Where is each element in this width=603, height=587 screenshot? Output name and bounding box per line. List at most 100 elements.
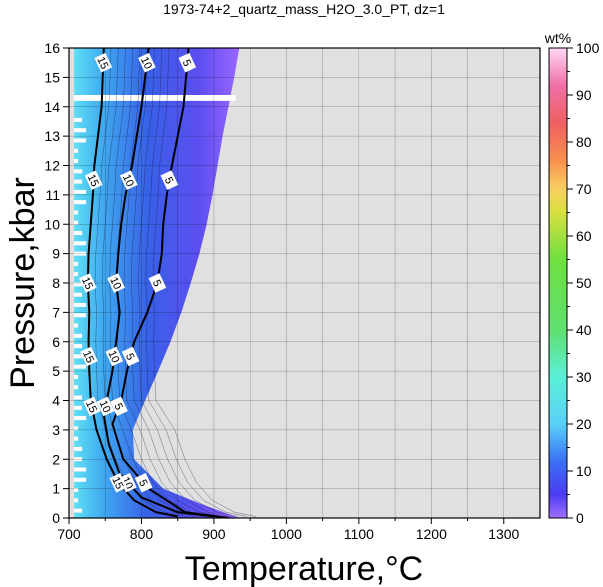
contour-label-bg [80, 346, 98, 367]
colorbar-tick-label: 100 [576, 40, 600, 56]
field-edge-step [74, 148, 79, 153]
y-tick-label: 15 [44, 69, 60, 85]
field-edge-step [74, 282, 83, 287]
contour-label-text: 5 [150, 278, 163, 289]
contour-label: 10 [119, 170, 138, 190]
contour-label: 5 [121, 346, 140, 367]
field-edge-step [74, 467, 87, 472]
contour-label-text: 15 [85, 173, 101, 189]
contour-label-text: 15 [109, 475, 125, 491]
contour-label-text: 10 [97, 399, 113, 415]
y-tick-label: 13 [44, 128, 60, 144]
contour-label-bg [110, 396, 128, 417]
contour-label: 15 [79, 273, 97, 293]
field-edge-step [74, 272, 79, 277]
x-tick-label: 700 [57, 526, 81, 542]
colorbar-tick-label: 30 [576, 369, 592, 385]
y-tick-label: 14 [44, 99, 60, 115]
colorbar-gradient [548, 47, 568, 519]
field-edge-step [74, 344, 83, 349]
contour-label-text: 5 [162, 175, 175, 186]
y-axis-title: Pressure,kbar [4, 177, 42, 389]
field-edge-step [74, 292, 83, 297]
contour-label-text: 15 [80, 349, 96, 365]
colorbar-ticks: 0 10 20 30 40 50 60 70 80 90 100 [567, 40, 600, 526]
field-edge-step [74, 323, 79, 328]
field-edge-step [74, 189, 87, 194]
contour-label-bg [160, 170, 179, 190]
field-gap-band [74, 95, 236, 101]
colorbar-tick-label: 70 [576, 181, 592, 197]
colorbar-tick-label: 60 [576, 228, 592, 244]
y-tick-label: 10 [44, 216, 60, 232]
field-edge-step [74, 477, 87, 482]
field-edge-step [74, 179, 83, 184]
field-edge-step [74, 488, 79, 493]
x-tick-label: 1100 [344, 526, 374, 542]
contour-label-bg [83, 396, 101, 417]
contour-label: 10 [105, 346, 124, 367]
contour-label: 10 [138, 52, 156, 73]
field-edge-step [74, 302, 87, 307]
field-edge-step [74, 220, 79, 225]
contour-label: 15 [80, 346, 98, 367]
y-tick-label: 2 [52, 451, 60, 467]
y-tick-label: 12 [44, 158, 60, 174]
contour-label-bg [84, 170, 103, 190]
field-edge-step [74, 364, 87, 369]
contour-label-bg [148, 273, 167, 293]
y-tick-label: 6 [52, 334, 60, 350]
contour-label-bg [121, 346, 140, 367]
contour-label: 5 [134, 472, 153, 493]
field-edge-step [74, 416, 87, 421]
x-tick-label: 1300 [488, 526, 519, 542]
x-tick-label: 1200 [416, 526, 447, 542]
field-edge-step [74, 231, 83, 236]
contour-label: 15 [94, 52, 113, 73]
contour-label-bg [119, 170, 138, 190]
contour-label-text: 15 [79, 275, 95, 291]
y-tick-label: 5 [52, 363, 60, 379]
y-tick-label: 11 [45, 187, 60, 203]
chart-title: 1973-74+2_quartz_mass_H2O_3.0_PT, dz=1 [163, 1, 445, 17]
field-edge-step [74, 138, 87, 143]
field-edge-step [74, 117, 83, 122]
colorbar-tick-label: 10 [576, 463, 592, 479]
field-edge-step [74, 436, 79, 441]
contour-label-text: 10 [138, 55, 154, 71]
colorbar-label: wt% [544, 30, 571, 46]
field-edge-step [74, 426, 79, 431]
contour-label: 15 [109, 472, 128, 493]
field-edge-step [74, 405, 83, 410]
field-edge-step [74, 446, 83, 451]
contour-label: 10 [107, 273, 125, 293]
y-tick-label: 16 [44, 40, 60, 56]
y-tick-label: 1 [52, 481, 60, 497]
contour-label-bg [105, 346, 124, 367]
field-edge-step [74, 374, 79, 379]
y-tick-label: 4 [52, 393, 60, 409]
field-edge-step [74, 313, 87, 318]
y-tick-label: 3 [52, 422, 60, 438]
colorbar-tick-label: 40 [576, 322, 592, 338]
contour-label-bg [79, 273, 97, 293]
field-edge-step [74, 200, 87, 205]
contour-label: 5 [110, 396, 128, 417]
contour-label-bg [119, 472, 137, 493]
contour-label: 5 [160, 170, 179, 190]
x-tick-label: 900 [202, 526, 226, 542]
colorbar-tick-label: 0 [576, 510, 584, 526]
field-edge-step [74, 498, 79, 503]
contour-label-bg [107, 273, 125, 293]
contour-label-text: 5 [180, 58, 193, 69]
field-edge-step [74, 159, 79, 164]
x-tick-label: 1000 [271, 526, 302, 542]
contour-label: 10 [97, 396, 115, 417]
contour-label-bg [94, 52, 113, 73]
contour-label-text: 15 [94, 55, 110, 71]
y-tick-label: 9 [52, 246, 60, 262]
contour-label: 15 [84, 170, 103, 190]
contour-label-bg [138, 52, 156, 73]
